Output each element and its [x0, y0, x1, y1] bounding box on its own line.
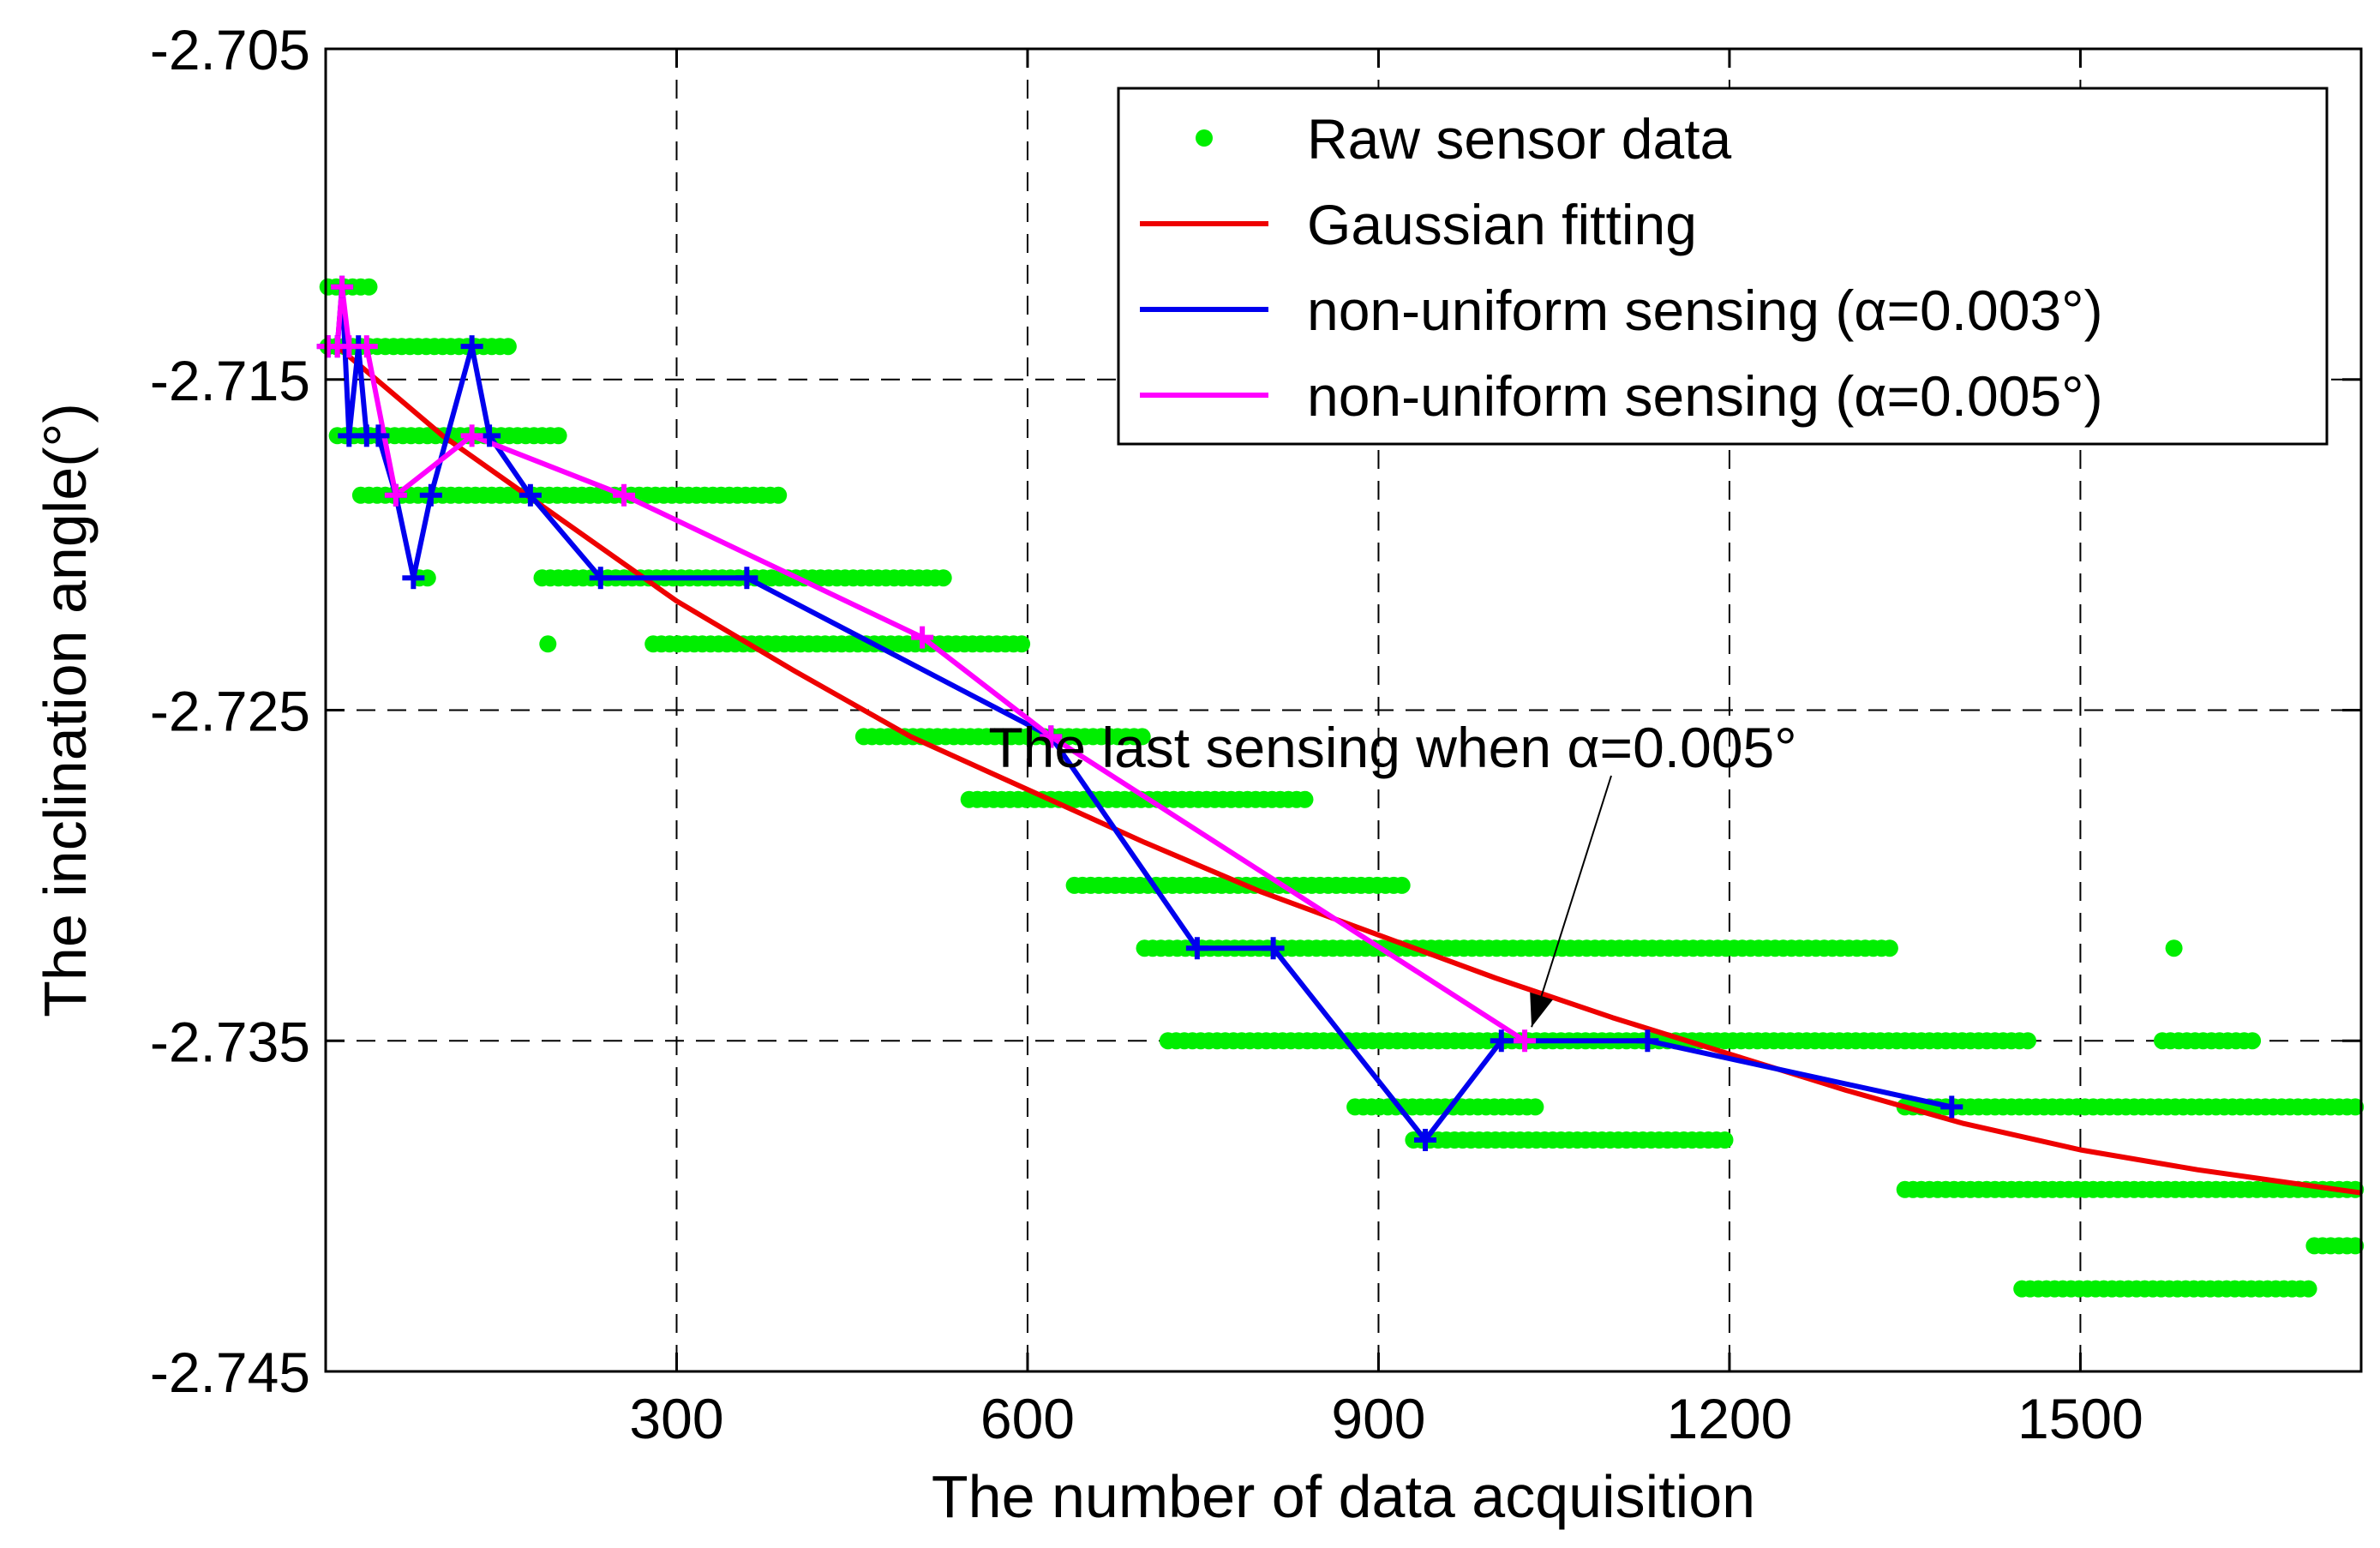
annotation-arrow-head — [1530, 992, 1553, 1028]
raw-data-point — [360, 278, 378, 296]
alpha-0.005-marker — [355, 335, 378, 358]
alpha-0.003-marker — [519, 483, 542, 507]
legend-label: Gaussian fitting — [1307, 193, 1697, 256]
alpha-0.003-marker — [1490, 1029, 1513, 1053]
x-axis-label: The number of data acquisition — [932, 1463, 1755, 1530]
raw-data-point — [770, 486, 788, 504]
raw-data-point — [499, 338, 517, 356]
alpha-0.003-marker — [735, 567, 758, 590]
alpha-0.003-marker — [1414, 1128, 1437, 1151]
y-tick-label: -2.725 — [150, 680, 310, 743]
alpha-0.003-marker — [460, 335, 483, 358]
axis-ticks: 300 600 900 1200 1500 -2.705 -2.715 -2.725 -2.73… — [150, 18, 2361, 1450]
alpha-0.005-marker — [911, 626, 934, 649]
y-tick-label: -2.745 — [150, 1341, 310, 1404]
legend-swatch-raw — [1196, 129, 1213, 147]
raw-data-point — [2165, 939, 2183, 957]
alpha-0.003-marker — [419, 483, 442, 507]
alpha-0.003-marker — [1262, 937, 1285, 960]
alpha-0.005-marker — [460, 424, 483, 447]
raw-data-point — [1133, 728, 1151, 746]
raw-data-point — [1393, 876, 1411, 894]
y-tick-label: -2.715 — [150, 349, 310, 412]
alpha-0.005-marker — [1040, 725, 1063, 748]
alpha-0.005-marker — [331, 275, 354, 298]
raw-data-point — [2347, 1237, 2365, 1255]
x-tick-label: 1200 — [1667, 1387, 1793, 1450]
x-tick-label: 900 — [1331, 1387, 1425, 1450]
raw-data-point — [1013, 635, 1031, 653]
alpha-0.005-marker — [384, 483, 407, 507]
annotation: The last sensing when α=0.005° — [988, 716, 1797, 1028]
raw-data-point — [539, 635, 557, 653]
alpha-0.003-marker — [1636, 1029, 1659, 1053]
raw-data-point — [2244, 1032, 2262, 1050]
raw-data-point — [1296, 790, 1314, 808]
legend-label: Raw sensor data — [1307, 107, 1732, 171]
alpha-0.003-marker — [402, 567, 425, 590]
x-tick-label: 600 — [980, 1387, 1075, 1450]
raw-data-point — [2299, 1280, 2317, 1298]
alpha-0.003-marker — [367, 424, 390, 447]
alpha-0.003-marker — [1185, 937, 1208, 960]
gaussian-fitting-line — [335, 344, 2362, 1196]
alpha-0.003-marker — [589, 567, 612, 590]
alpha-0.003-line — [327, 284, 1952, 1143]
x-tick-label: 1500 — [2017, 1387, 2143, 1450]
raw-data-point — [934, 569, 952, 587]
y-tick-label: -2.735 — [150, 1010, 310, 1073]
raw-data-point — [2019, 1032, 2036, 1050]
y-axis-label: The inclination angle(°) — [32, 403, 99, 1017]
x-tick-label: 300 — [629, 1387, 723, 1450]
y-tick-label: -2.705 — [150, 18, 310, 81]
legend: Raw sensor data Gaussian fitting non-unifo… — [1117, 87, 2329, 446]
raw-data-point — [2347, 1098, 2365, 1116]
alpha-0.005-marker — [613, 483, 636, 507]
legend-label: non-uniform sensing (α=0.005°) — [1307, 364, 2103, 428]
raw-data-point — [1716, 1131, 1734, 1149]
legend-box — [1117, 87, 2329, 446]
raw-data-point — [549, 427, 567, 445]
annotation-text: The last sensing when α=0.005° — [988, 716, 1796, 779]
alpha-0.005-marker — [1514, 1029, 1537, 1053]
annotation-arrow-line — [1531, 775, 1612, 1028]
raw-data-point — [418, 569, 436, 587]
raw-data-point — [1880, 939, 1898, 957]
legend-label: non-uniform sensing (α=0.003°) — [1307, 279, 2103, 342]
raw-data-point — [1526, 1098, 1544, 1116]
series-lines — [316, 275, 2362, 1196]
alpha-0.003-marker — [1940, 1095, 1963, 1119]
